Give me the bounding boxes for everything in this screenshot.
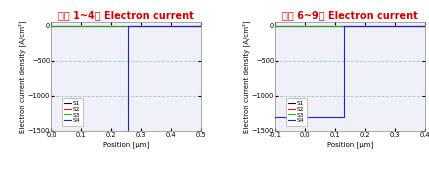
S4 [198, 25, 203, 27]
X-axis label: Position [μm]: Position [μm] [327, 141, 373, 148]
S4 [341, 116, 347, 118]
S4 [125, 130, 130, 132]
Legend: S1, S2, S3, S4: S1, S2, S3, S4 [286, 98, 307, 126]
Title: 구조 1~4의 Electron current: 구조 1~4의 Electron current [58, 10, 194, 20]
S4 [422, 25, 427, 27]
S4 [49, 130, 54, 132]
Title: 구조 6~9의 Electron current: 구조 6~9의 Electron current [282, 10, 418, 20]
Line: S4: S4 [275, 26, 425, 117]
S4 [125, 25, 130, 27]
X-axis label: Position [μm]: Position [μm] [103, 141, 149, 148]
Y-axis label: Electron current density [A/cm²]: Electron current density [A/cm²] [242, 20, 250, 133]
Legend: S1, S2, S3, S4: S1, S2, S3, S4 [62, 98, 83, 126]
Y-axis label: Electron current density [A/cm²]: Electron current density [A/cm²] [18, 20, 26, 133]
S4 [341, 25, 347, 27]
S4 [273, 116, 278, 118]
Line: S4: S4 [51, 26, 201, 131]
